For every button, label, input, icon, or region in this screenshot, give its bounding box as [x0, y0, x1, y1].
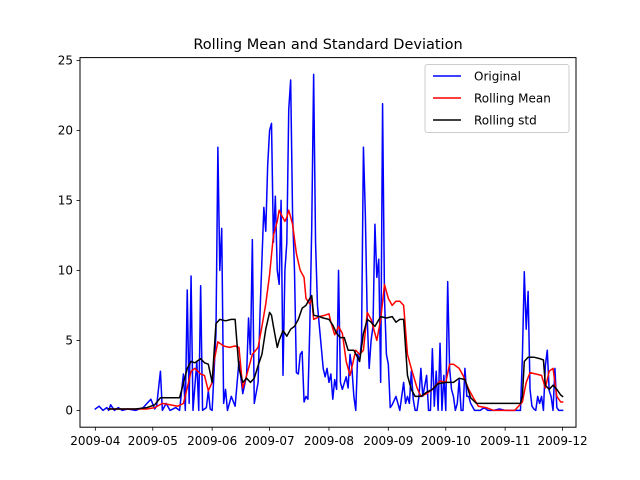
series-layer	[94, 73, 564, 412]
x-tick-label: 2009-08	[304, 434, 354, 448]
x-tick-label: 2009-07	[245, 434, 295, 448]
y-axis: 0 5 10 15 20 25	[58, 54, 80, 418]
y-tick-label: 15	[58, 194, 73, 208]
y-tick-label: 10	[58, 264, 73, 278]
x-tick-label: 2009-11	[480, 434, 530, 448]
x-tick-label: 2009-12	[538, 434, 588, 448]
legend-label: Rolling Mean	[474, 91, 551, 105]
x-tick-label: 2009-10	[421, 434, 471, 448]
plot-frame	[79, 57, 577, 428]
legend-label: Rolling std	[474, 113, 537, 127]
y-tick-label: 20	[58, 124, 73, 138]
x-tick-label: 2009-09	[363, 434, 413, 448]
legend: Original Rolling Mean Rolling std	[424, 64, 570, 133]
y-tick-label: 5	[65, 334, 73, 348]
y-tick-label: 0	[65, 404, 73, 418]
series-line-rolling-std	[107, 294, 564, 410]
y-tick-label: 25	[58, 54, 73, 68]
series-line-original	[94, 73, 564, 412]
legend-box	[424, 64, 570, 133]
x-axis: 2009-04 2009-05 2009-06 2009-07 2009-08 2009-…	[70, 427, 588, 448]
x-tick-label: 2009-05	[128, 434, 178, 448]
x-tick-label: 2009-06	[187, 434, 237, 448]
x-tick-label: 2009-04	[70, 434, 120, 448]
chart-title: Rolling Mean and Standard Deviation	[193, 37, 462, 53]
legend-label: Original	[474, 69, 521, 83]
